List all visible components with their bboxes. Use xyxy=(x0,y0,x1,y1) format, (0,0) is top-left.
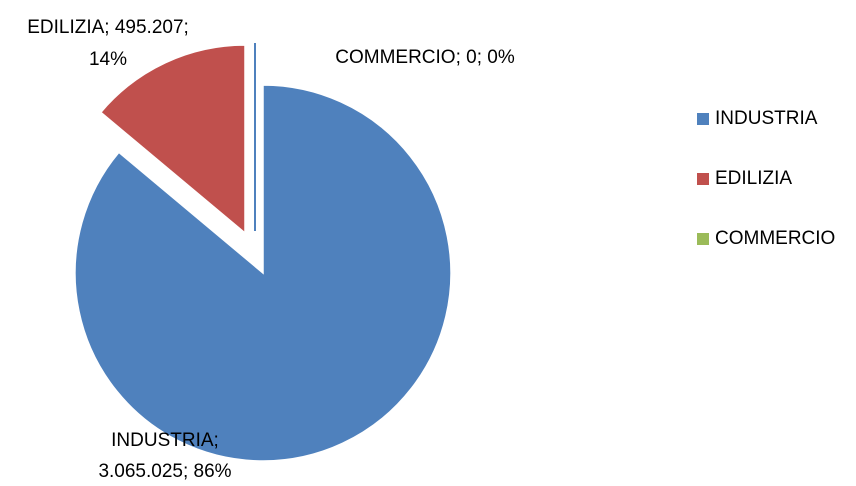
legend-swatch xyxy=(697,173,709,185)
legend-label: EDILIZIA xyxy=(715,168,792,189)
legend-label: COMMERCIO xyxy=(715,228,835,249)
data-label: INDUSTRIA; xyxy=(111,430,219,451)
data-label: 14% xyxy=(89,49,127,70)
data-label: EDILIZIA; 495.207; xyxy=(27,17,189,38)
pie-slice xyxy=(99,44,246,235)
legend-label: INDUSTRIA xyxy=(715,108,818,129)
pie-slice xyxy=(74,84,452,462)
data-label: COMMERCIO; 0; 0% xyxy=(335,47,515,68)
legend-swatch xyxy=(697,233,709,245)
legend-swatch xyxy=(697,113,709,125)
data-label: 3.065.025; 86% xyxy=(98,461,231,482)
